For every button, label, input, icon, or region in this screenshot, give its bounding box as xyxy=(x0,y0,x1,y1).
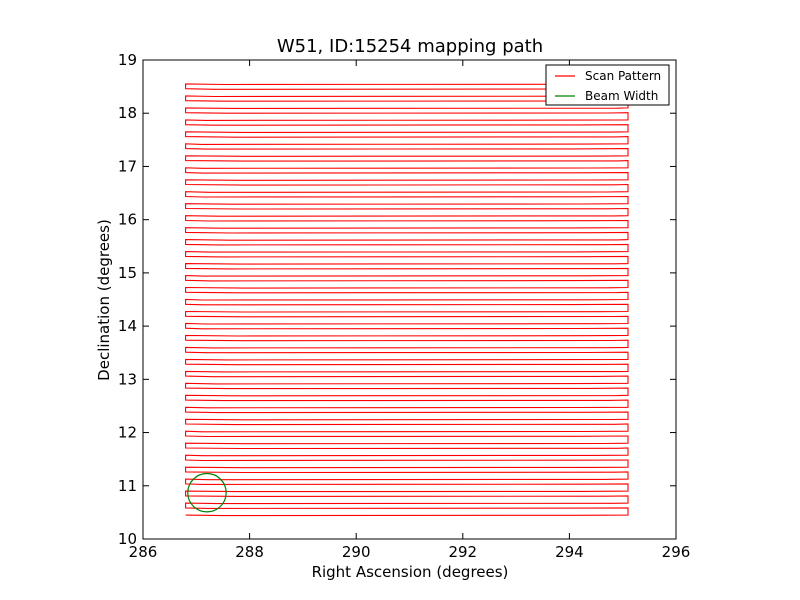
y-tick-label: 11 xyxy=(118,477,137,495)
y-tick-label: 16 xyxy=(118,211,137,229)
y-tick-label: 14 xyxy=(118,317,137,335)
y-tick-label: 18 xyxy=(118,104,137,122)
x-tick-label: 290 xyxy=(342,543,371,561)
scan-pattern-series xyxy=(185,83,629,517)
legend: Scan Pattern Beam Width xyxy=(545,64,670,106)
beam-width-series xyxy=(187,472,227,513)
x-axis-title: Right Ascension (degrees) xyxy=(312,563,509,581)
y-tick-label: 19 xyxy=(118,51,137,69)
x-axis: 286 288 290 292 294 296 xyxy=(129,60,691,561)
y-tick-label: 12 xyxy=(118,424,137,442)
x-tick-label: 288 xyxy=(235,543,264,561)
y-tick-label: 15 xyxy=(118,264,137,282)
x-tick-label: 294 xyxy=(555,543,584,561)
y-tick-label: 10 xyxy=(118,530,137,548)
legend-label-scan: Scan Pattern xyxy=(585,69,661,83)
plot-frame xyxy=(142,59,677,540)
y-tick-label: 17 xyxy=(118,157,137,175)
beam-width-circle xyxy=(187,472,227,513)
legend-label-beam: Beam Width xyxy=(585,89,658,103)
chart-title: W51, ID:15254 mapping path xyxy=(277,36,543,57)
y-tick-label: 13 xyxy=(118,370,137,388)
y-axis: 10 11 12 13 14 15 16 17 18 19 xyxy=(118,51,676,548)
y-axis-title: Declination (degrees) xyxy=(95,219,113,381)
legend-box xyxy=(545,64,670,106)
x-tick-label: 292 xyxy=(448,543,477,561)
x-tick-label: 296 xyxy=(662,543,691,561)
scan-pattern-line xyxy=(185,83,629,517)
x-tick-label: 286 xyxy=(129,543,158,561)
